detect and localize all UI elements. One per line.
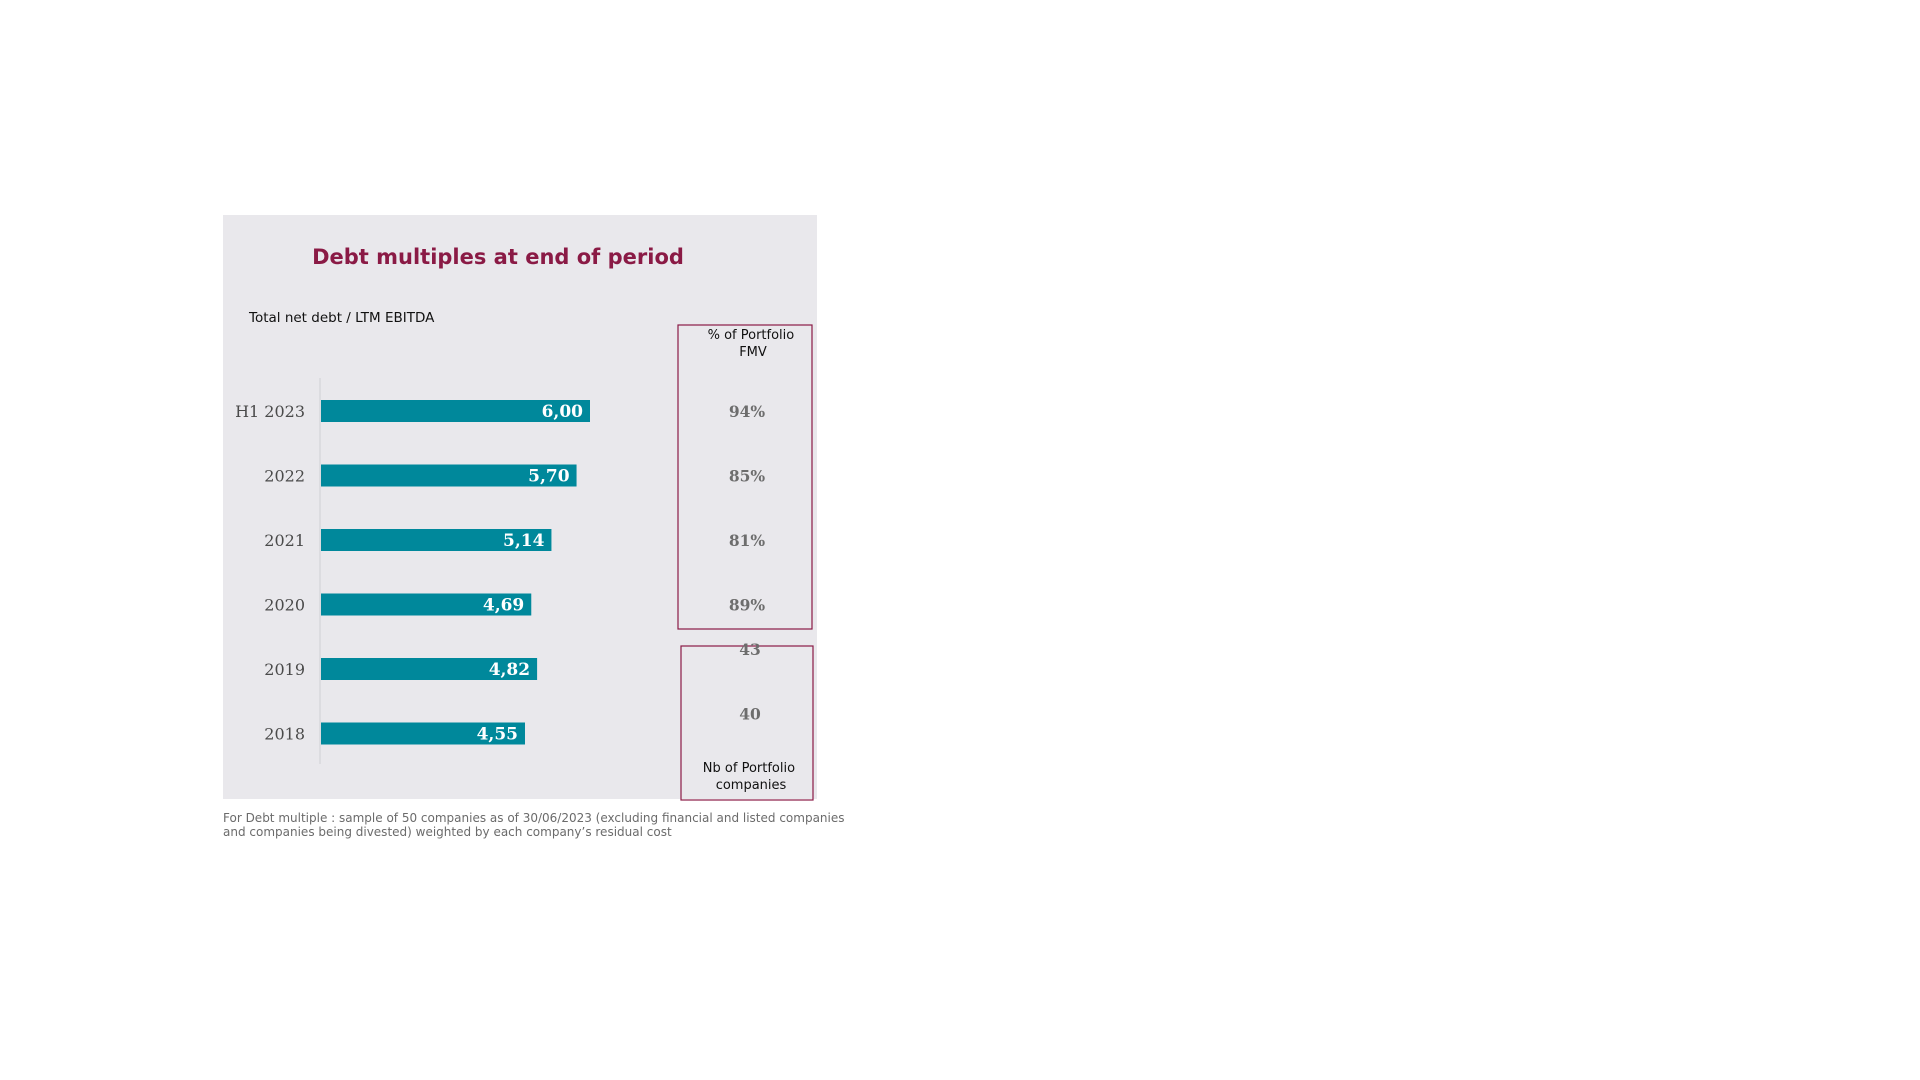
pct-fmv-header-line2: FMV [739,345,767,360]
category-label: 2022 [264,467,305,486]
bars-group: H1 2023 6,00 2022 5,70 2021 5,14 2020 4,69 2019 4… [235,400,590,745]
pct-fmv-box [677,324,813,630]
pct-fmv-header: % of Portfolio FMV [708,328,799,360]
footnote: For Debt multiple : sample of 50 compani… [223,811,848,839]
nb-companies-header-line1: Nb of Portfolio [703,761,795,776]
nb-companies-value: 43 [739,640,761,659]
nb-companies-header-line2: companies [716,778,787,793]
bar [321,658,538,680]
bar-value-label: 4,82 [489,660,530,680]
footnote-line2: and companies being divested) weighted b… [223,825,672,839]
nb-companies-box [680,645,814,801]
bar-value-label: 5,70 [528,467,570,487]
bar-value-label: 5,14 [503,531,545,551]
bar [321,593,532,616]
pct-fmv-value: 85% [729,467,766,486]
bar [321,722,525,745]
bar-value-label: 4,69 [483,596,524,616]
bar [321,464,577,487]
pct-fmv-value: 89% [729,596,766,615]
nb-companies-header: Nb of Portfolio companies [703,761,799,793]
pct-fmv-header-line1: % of Portfolio [708,328,795,343]
chart-title: Debt multiples at end of period [312,245,684,269]
chart-panel [223,215,817,799]
footnote-line1: For Debt multiple : sample of 50 compani… [223,811,845,825]
category-label: 2020 [264,596,305,615]
pct-fmv-values: 94% 85% 81% 89% [729,402,766,615]
bar [321,529,552,551]
category-label: 2018 [264,725,305,744]
pct-fmv-value: 94% [729,402,766,421]
bar [321,400,590,422]
nb-companies-values: 43 40 [739,640,761,724]
y-axis-label: Total net debt / LTM EBITDA [248,310,435,326]
nb-companies-value: 40 [739,705,761,724]
category-label: 2021 [264,531,305,550]
bar-value-label: 6,00 [542,402,584,422]
pct-fmv-value: 81% [729,531,766,550]
category-label: 2019 [264,660,305,679]
category-label: H1 2023 [235,402,305,421]
bar-value-label: 4,55 [477,725,518,745]
